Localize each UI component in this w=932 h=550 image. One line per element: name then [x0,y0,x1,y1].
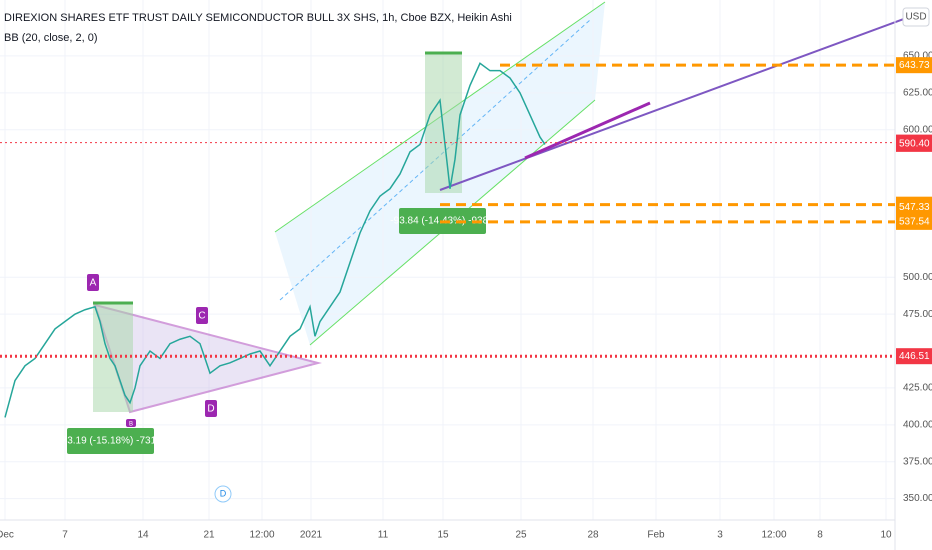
measure-label: -73.19 (-15.18%) -7319 [58,436,162,447]
point-label-bg [87,274,99,291]
y-tick-label: 625.00 [903,87,932,98]
price-label: 547.33 [899,202,930,213]
y-tick-label: 350.00 [903,493,932,504]
trend-line [439,9,929,191]
plot [0,0,895,520]
y-tick-label: 400.00 [903,419,932,430]
y-tick-label: 425.00 [903,383,932,394]
measure-label-bg [67,428,154,454]
price-label: 590.40 [899,139,930,150]
point-label-bg [126,419,136,427]
point-label-bg [196,307,208,324]
price-label: 643.73 [899,60,930,71]
x-tick-label: 12:00 [249,530,274,541]
point-label: B [129,422,133,428]
price-line [4,62,546,418]
measure-box [425,53,462,193]
x-tick-label: 8 [817,530,823,541]
y-tick-label: 600.00 [903,124,932,135]
x-tick-label: 3 [717,530,723,541]
x-tick-label: 11 [378,530,389,541]
y-tick-label: 375.00 [903,456,932,467]
price-label: 537.54 [899,217,930,228]
price-label: 446.51 [899,351,930,362]
price-label-bg [896,135,932,152]
x-tick-label: Dec [0,530,14,541]
price-label-bg [896,213,932,230]
price-label-bg [896,348,932,365]
x-tick-label: 21 [203,530,215,541]
x-tick-label: Feb [647,530,665,541]
y-tick-label: 650.00 [903,51,932,62]
chart-title: DIREXION SHARES ETF TRUST DAILY SEMICOND… [4,12,512,24]
x-tick-label: 12:00 [761,530,786,541]
x-tick-label: 2021 [300,530,323,541]
x-tick-label: 10 [880,530,892,541]
point-label-bg [205,400,217,417]
x-tick-label: 14 [137,530,149,541]
currency-button[interactable] [902,7,930,27]
trend-line [524,101,651,160]
y-tick-label: 500.00 [903,272,932,283]
y-tick-label: 475.00 [903,309,932,320]
point-label: D [207,404,214,415]
currency[interactable]: USD [905,12,926,23]
x-tick-label: 25 [515,530,527,541]
indicator-label: BB (20, close, 2, 0) [4,32,98,44]
x-tick-label: 7 [62,530,68,541]
point-label: C [198,311,205,322]
price-label-bg [896,199,932,216]
x-tick-label: 28 [587,530,599,541]
x-tick-label: 15 [437,530,449,541]
dividend-label[interactable]: D [220,488,227,498]
price-label-bg [896,57,932,74]
dividend-icon[interactable] [214,485,232,503]
point-label: A [90,278,97,289]
